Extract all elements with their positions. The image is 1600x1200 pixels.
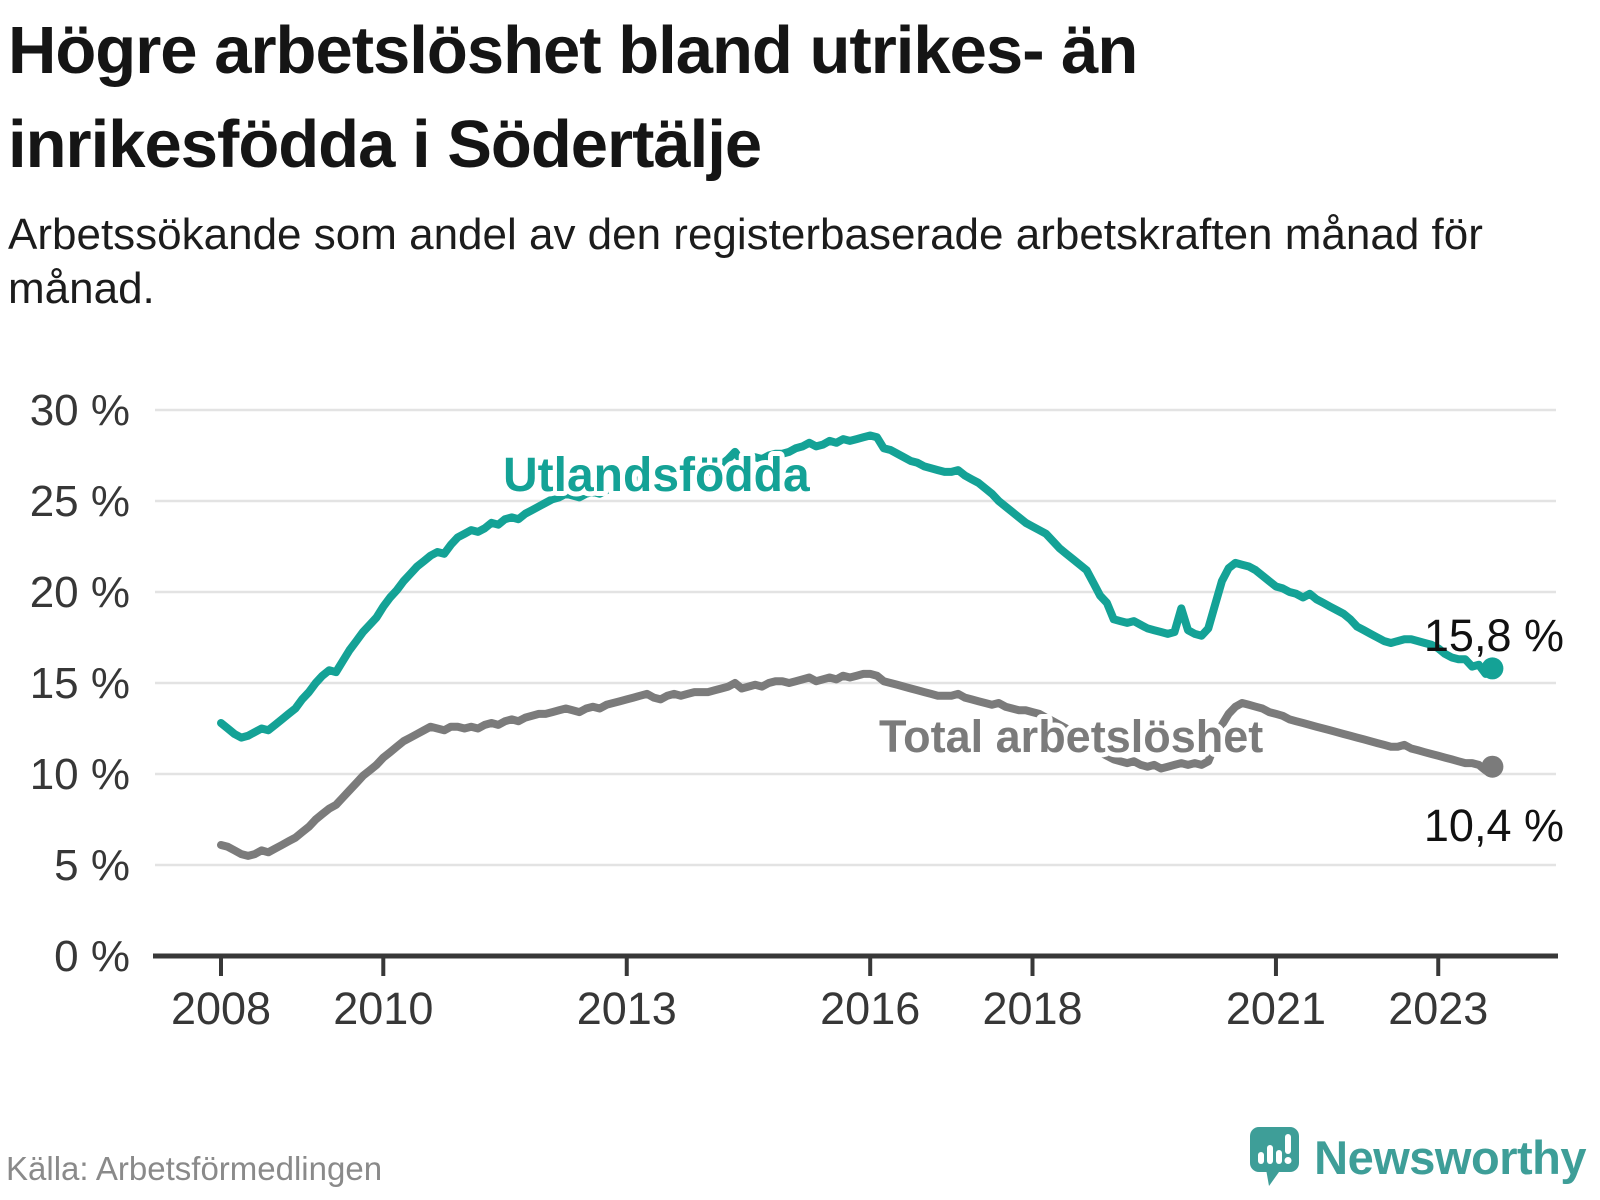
y-tick-label-20: 20 %	[30, 568, 130, 617]
x-tick-label-2016: 2016	[820, 983, 920, 1034]
newsworthy-wordmark: Newsworthy	[1314, 1130, 1586, 1184]
logo-bar-short	[1258, 1152, 1265, 1164]
series-label-total: Total arbetslöshet	[879, 711, 1263, 762]
logo-exclamation-stem	[1285, 1134, 1292, 1154]
y-tick-label-5: 5 %	[54, 841, 130, 890]
end-value-label-total: 10,4 %	[1424, 800, 1564, 851]
end-value-label-utlandsfodda: 15,8 %	[1424, 610, 1564, 661]
logo-bar-tall	[1267, 1145, 1274, 1164]
end-dot-utlandsfodda	[1481, 657, 1504, 680]
x-tick-label-2008: 2008	[171, 983, 271, 1034]
series-label-utlandsfodda: Utlandsfödda	[503, 449, 810, 502]
end-dot-total	[1481, 755, 1504, 778]
x-axis-ticks: 2008 2010 2013 2016 2018 2021 2023	[171, 958, 1488, 1034]
y-tick-label-30: 30 %	[30, 386, 130, 435]
y-tick-label-15: 15 %	[30, 659, 130, 708]
y-axis-labels: 30 % 25 % 20 % 15 % 10 % 5 % 0 %	[30, 386, 130, 981]
y-tick-label-25: 25 %	[30, 477, 130, 526]
x-tick-label-2018: 2018	[982, 983, 1082, 1034]
newsworthy-speech-bubble-chart-icon	[1250, 1127, 1300, 1186]
y-tick-label-0: 0 %	[54, 932, 130, 981]
y-tick-label-10: 10 %	[30, 750, 130, 799]
page-title: Högre arbetslöshet bland utrikes- än inr…	[8, 13, 1138, 182]
x-tick-label-2013: 2013	[577, 983, 677, 1034]
logo-exclamation-dot	[1284, 1157, 1292, 1164]
newsworthy-logo: Newsworthy	[1249, 1126, 1586, 1188]
logo-bar-medium	[1276, 1150, 1283, 1164]
gridlines	[155, 408, 1556, 867]
x-tick-label-2021: 2021	[1226, 983, 1326, 1034]
x-tick-label-2010: 2010	[333, 983, 433, 1034]
source-note: Källa: Arbetsförmedlingen	[6, 1150, 383, 1187]
series-line-total	[217, 669, 1497, 860]
series-line-utlandsfodda	[217, 431, 1497, 742]
x-tick-label-2023: 2023	[1388, 983, 1488, 1034]
chart-header: Högre arbetslöshet bland utrikes- än inr…	[8, 4, 1538, 317]
page-subtitle: Arbetssökande som andel av den registerb…	[8, 209, 1483, 314]
